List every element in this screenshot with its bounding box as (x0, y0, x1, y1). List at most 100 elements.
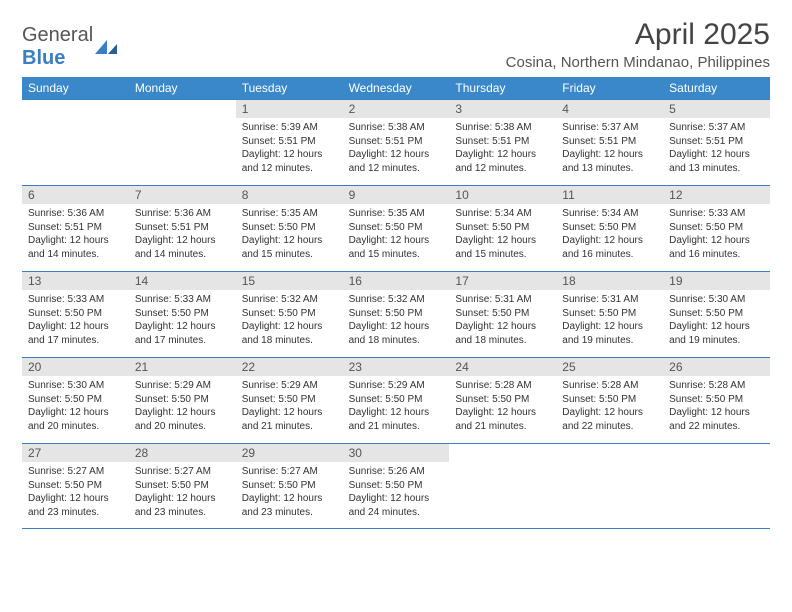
calendar-cell: 15Sunrise: 5:32 AMSunset: 5:50 PMDayligh… (236, 271, 343, 357)
calendar-cell: 5Sunrise: 5:37 AMSunset: 5:51 PMDaylight… (663, 99, 770, 185)
calendar-cell: 9Sunrise: 5:35 AMSunset: 5:50 PMDaylight… (343, 185, 450, 271)
day-number: 4 (556, 100, 663, 118)
calendar-cell: 1Sunrise: 5:39 AMSunset: 5:51 PMDaylight… (236, 99, 343, 185)
logo-text-part1: General (22, 24, 93, 46)
calendar-cell: 3Sunrise: 5:38 AMSunset: 5:51 PMDaylight… (449, 99, 556, 185)
day-details: Sunrise: 5:39 AMSunset: 5:51 PMDaylight:… (236, 118, 343, 179)
calendar-cell: 20Sunrise: 5:30 AMSunset: 5:50 PMDayligh… (22, 357, 129, 443)
day-number: 29 (236, 444, 343, 462)
page-header: General Blue April 2025 Cosina, Northern… (22, 18, 770, 71)
day-number: 28 (129, 444, 236, 462)
day-details: Sunrise: 5:30 AMSunset: 5:50 PMDaylight:… (663, 290, 770, 351)
day-number: 10 (449, 186, 556, 204)
calendar-cell: 23Sunrise: 5:29 AMSunset: 5:50 PMDayligh… (343, 357, 450, 443)
weekday-header: Wednesday (343, 77, 450, 99)
weekday-header: Monday (129, 77, 236, 99)
weekday-header: Thursday (449, 77, 556, 99)
day-details: Sunrise: 5:28 AMSunset: 5:50 PMDaylight:… (663, 376, 770, 437)
day-details: Sunrise: 5:33 AMSunset: 5:50 PMDaylight:… (129, 290, 236, 351)
day-details: Sunrise: 5:36 AMSunset: 5:51 PMDaylight:… (22, 204, 129, 265)
day-details: Sunrise: 5:38 AMSunset: 5:51 PMDaylight:… (343, 118, 450, 179)
calendar-cell: 10Sunrise: 5:34 AMSunset: 5:50 PMDayligh… (449, 185, 556, 271)
calendar-cell (663, 443, 770, 529)
calendar-cell (449, 443, 556, 529)
calendar-cell: 27Sunrise: 5:27 AMSunset: 5:50 PMDayligh… (22, 443, 129, 529)
day-number: 7 (129, 186, 236, 204)
day-number: 1 (236, 100, 343, 118)
day-details: Sunrise: 5:28 AMSunset: 5:50 PMDaylight:… (449, 376, 556, 437)
day-number: 21 (129, 358, 236, 376)
day-details: Sunrise: 5:27 AMSunset: 5:50 PMDaylight:… (22, 462, 129, 523)
day-number: 6 (22, 186, 129, 204)
day-number: 3 (449, 100, 556, 118)
day-details: Sunrise: 5:34 AMSunset: 5:50 PMDaylight:… (556, 204, 663, 265)
day-details: Sunrise: 5:30 AMSunset: 5:50 PMDaylight:… (22, 376, 129, 437)
day-number: 2 (343, 100, 450, 118)
calendar-cell: 12Sunrise: 5:33 AMSunset: 5:50 PMDayligh… (663, 185, 770, 271)
calendar-cell: 30Sunrise: 5:26 AMSunset: 5:50 PMDayligh… (343, 443, 450, 529)
day-number: 14 (129, 272, 236, 290)
logo-text: General Blue (22, 24, 93, 70)
day-details: Sunrise: 5:28 AMSunset: 5:50 PMDaylight:… (556, 376, 663, 437)
weekday-header-row: Sunday Monday Tuesday Wednesday Thursday… (22, 77, 770, 99)
calendar-cell: 13Sunrise: 5:33 AMSunset: 5:50 PMDayligh… (22, 271, 129, 357)
day-details: Sunrise: 5:26 AMSunset: 5:50 PMDaylight:… (343, 462, 450, 523)
day-number: 30 (343, 444, 450, 462)
day-number: 23 (343, 358, 450, 376)
calendar-cell: 17Sunrise: 5:31 AMSunset: 5:50 PMDayligh… (449, 271, 556, 357)
day-details: Sunrise: 5:29 AMSunset: 5:50 PMDaylight:… (236, 376, 343, 437)
day-details: Sunrise: 5:27 AMSunset: 5:50 PMDaylight:… (129, 462, 236, 523)
day-details: Sunrise: 5:36 AMSunset: 5:51 PMDaylight:… (129, 204, 236, 265)
month-title: April 2025 (506, 18, 770, 52)
calendar-cell: 4Sunrise: 5:37 AMSunset: 5:51 PMDaylight… (556, 99, 663, 185)
day-number: 11 (556, 186, 663, 204)
calendar-cell: 16Sunrise: 5:32 AMSunset: 5:50 PMDayligh… (343, 271, 450, 357)
day-details: Sunrise: 5:37 AMSunset: 5:51 PMDaylight:… (663, 118, 770, 179)
day-number: 18 (556, 272, 663, 290)
calendar-cell: 28Sunrise: 5:27 AMSunset: 5:50 PMDayligh… (129, 443, 236, 529)
day-details: Sunrise: 5:29 AMSunset: 5:50 PMDaylight:… (129, 376, 236, 437)
weekday-header: Saturday (663, 77, 770, 99)
calendar-cell: 6Sunrise: 5:36 AMSunset: 5:51 PMDaylight… (22, 185, 129, 271)
day-number: 12 (663, 186, 770, 204)
calendar-cell (22, 99, 129, 185)
day-number: 26 (663, 358, 770, 376)
day-details: Sunrise: 5:35 AMSunset: 5:50 PMDaylight:… (343, 204, 450, 265)
calendar-cell: 25Sunrise: 5:28 AMSunset: 5:50 PMDayligh… (556, 357, 663, 443)
day-number: 24 (449, 358, 556, 376)
day-number: 8 (236, 186, 343, 204)
weekday-header: Tuesday (236, 77, 343, 99)
calendar-grid: 1Sunrise: 5:39 AMSunset: 5:51 PMDaylight… (22, 99, 770, 529)
calendar-cell: 8Sunrise: 5:35 AMSunset: 5:50 PMDaylight… (236, 185, 343, 271)
day-number: 15 (236, 272, 343, 290)
logo: General Blue (22, 18, 117, 70)
calendar-cell: 18Sunrise: 5:31 AMSunset: 5:50 PMDayligh… (556, 271, 663, 357)
calendar-cell (556, 443, 663, 529)
calendar-cell: 24Sunrise: 5:28 AMSunset: 5:50 PMDayligh… (449, 357, 556, 443)
day-details: Sunrise: 5:29 AMSunset: 5:50 PMDaylight:… (343, 376, 450, 437)
day-details: Sunrise: 5:37 AMSunset: 5:51 PMDaylight:… (556, 118, 663, 179)
day-number: 9 (343, 186, 450, 204)
day-details: Sunrise: 5:35 AMSunset: 5:50 PMDaylight:… (236, 204, 343, 265)
calendar-cell: 19Sunrise: 5:30 AMSunset: 5:50 PMDayligh… (663, 271, 770, 357)
day-details: Sunrise: 5:27 AMSunset: 5:50 PMDaylight:… (236, 462, 343, 523)
day-details: Sunrise: 5:31 AMSunset: 5:50 PMDaylight:… (449, 290, 556, 351)
calendar-cell: 21Sunrise: 5:29 AMSunset: 5:50 PMDayligh… (129, 357, 236, 443)
day-details: Sunrise: 5:32 AMSunset: 5:50 PMDaylight:… (343, 290, 450, 351)
calendar-cell: 11Sunrise: 5:34 AMSunset: 5:50 PMDayligh… (556, 185, 663, 271)
day-details: Sunrise: 5:34 AMSunset: 5:50 PMDaylight:… (449, 204, 556, 265)
day-number: 16 (343, 272, 450, 290)
calendar-cell: 2Sunrise: 5:38 AMSunset: 5:51 PMDaylight… (343, 99, 450, 185)
location-subtitle: Cosina, Northern Mindanao, Philippines (506, 54, 770, 71)
day-number: 27 (22, 444, 129, 462)
day-details: Sunrise: 5:38 AMSunset: 5:51 PMDaylight:… (449, 118, 556, 179)
calendar-cell: 22Sunrise: 5:29 AMSunset: 5:50 PMDayligh… (236, 357, 343, 443)
calendar-cell (129, 99, 236, 185)
logo-text-part2: Blue (22, 47, 65, 69)
calendar-cell: 7Sunrise: 5:36 AMSunset: 5:51 PMDaylight… (129, 185, 236, 271)
day-details: Sunrise: 5:31 AMSunset: 5:50 PMDaylight:… (556, 290, 663, 351)
weekday-header: Sunday (22, 77, 129, 99)
day-number: 19 (663, 272, 770, 290)
day-number: 5 (663, 100, 770, 118)
logo-sail-icon (95, 40, 117, 54)
